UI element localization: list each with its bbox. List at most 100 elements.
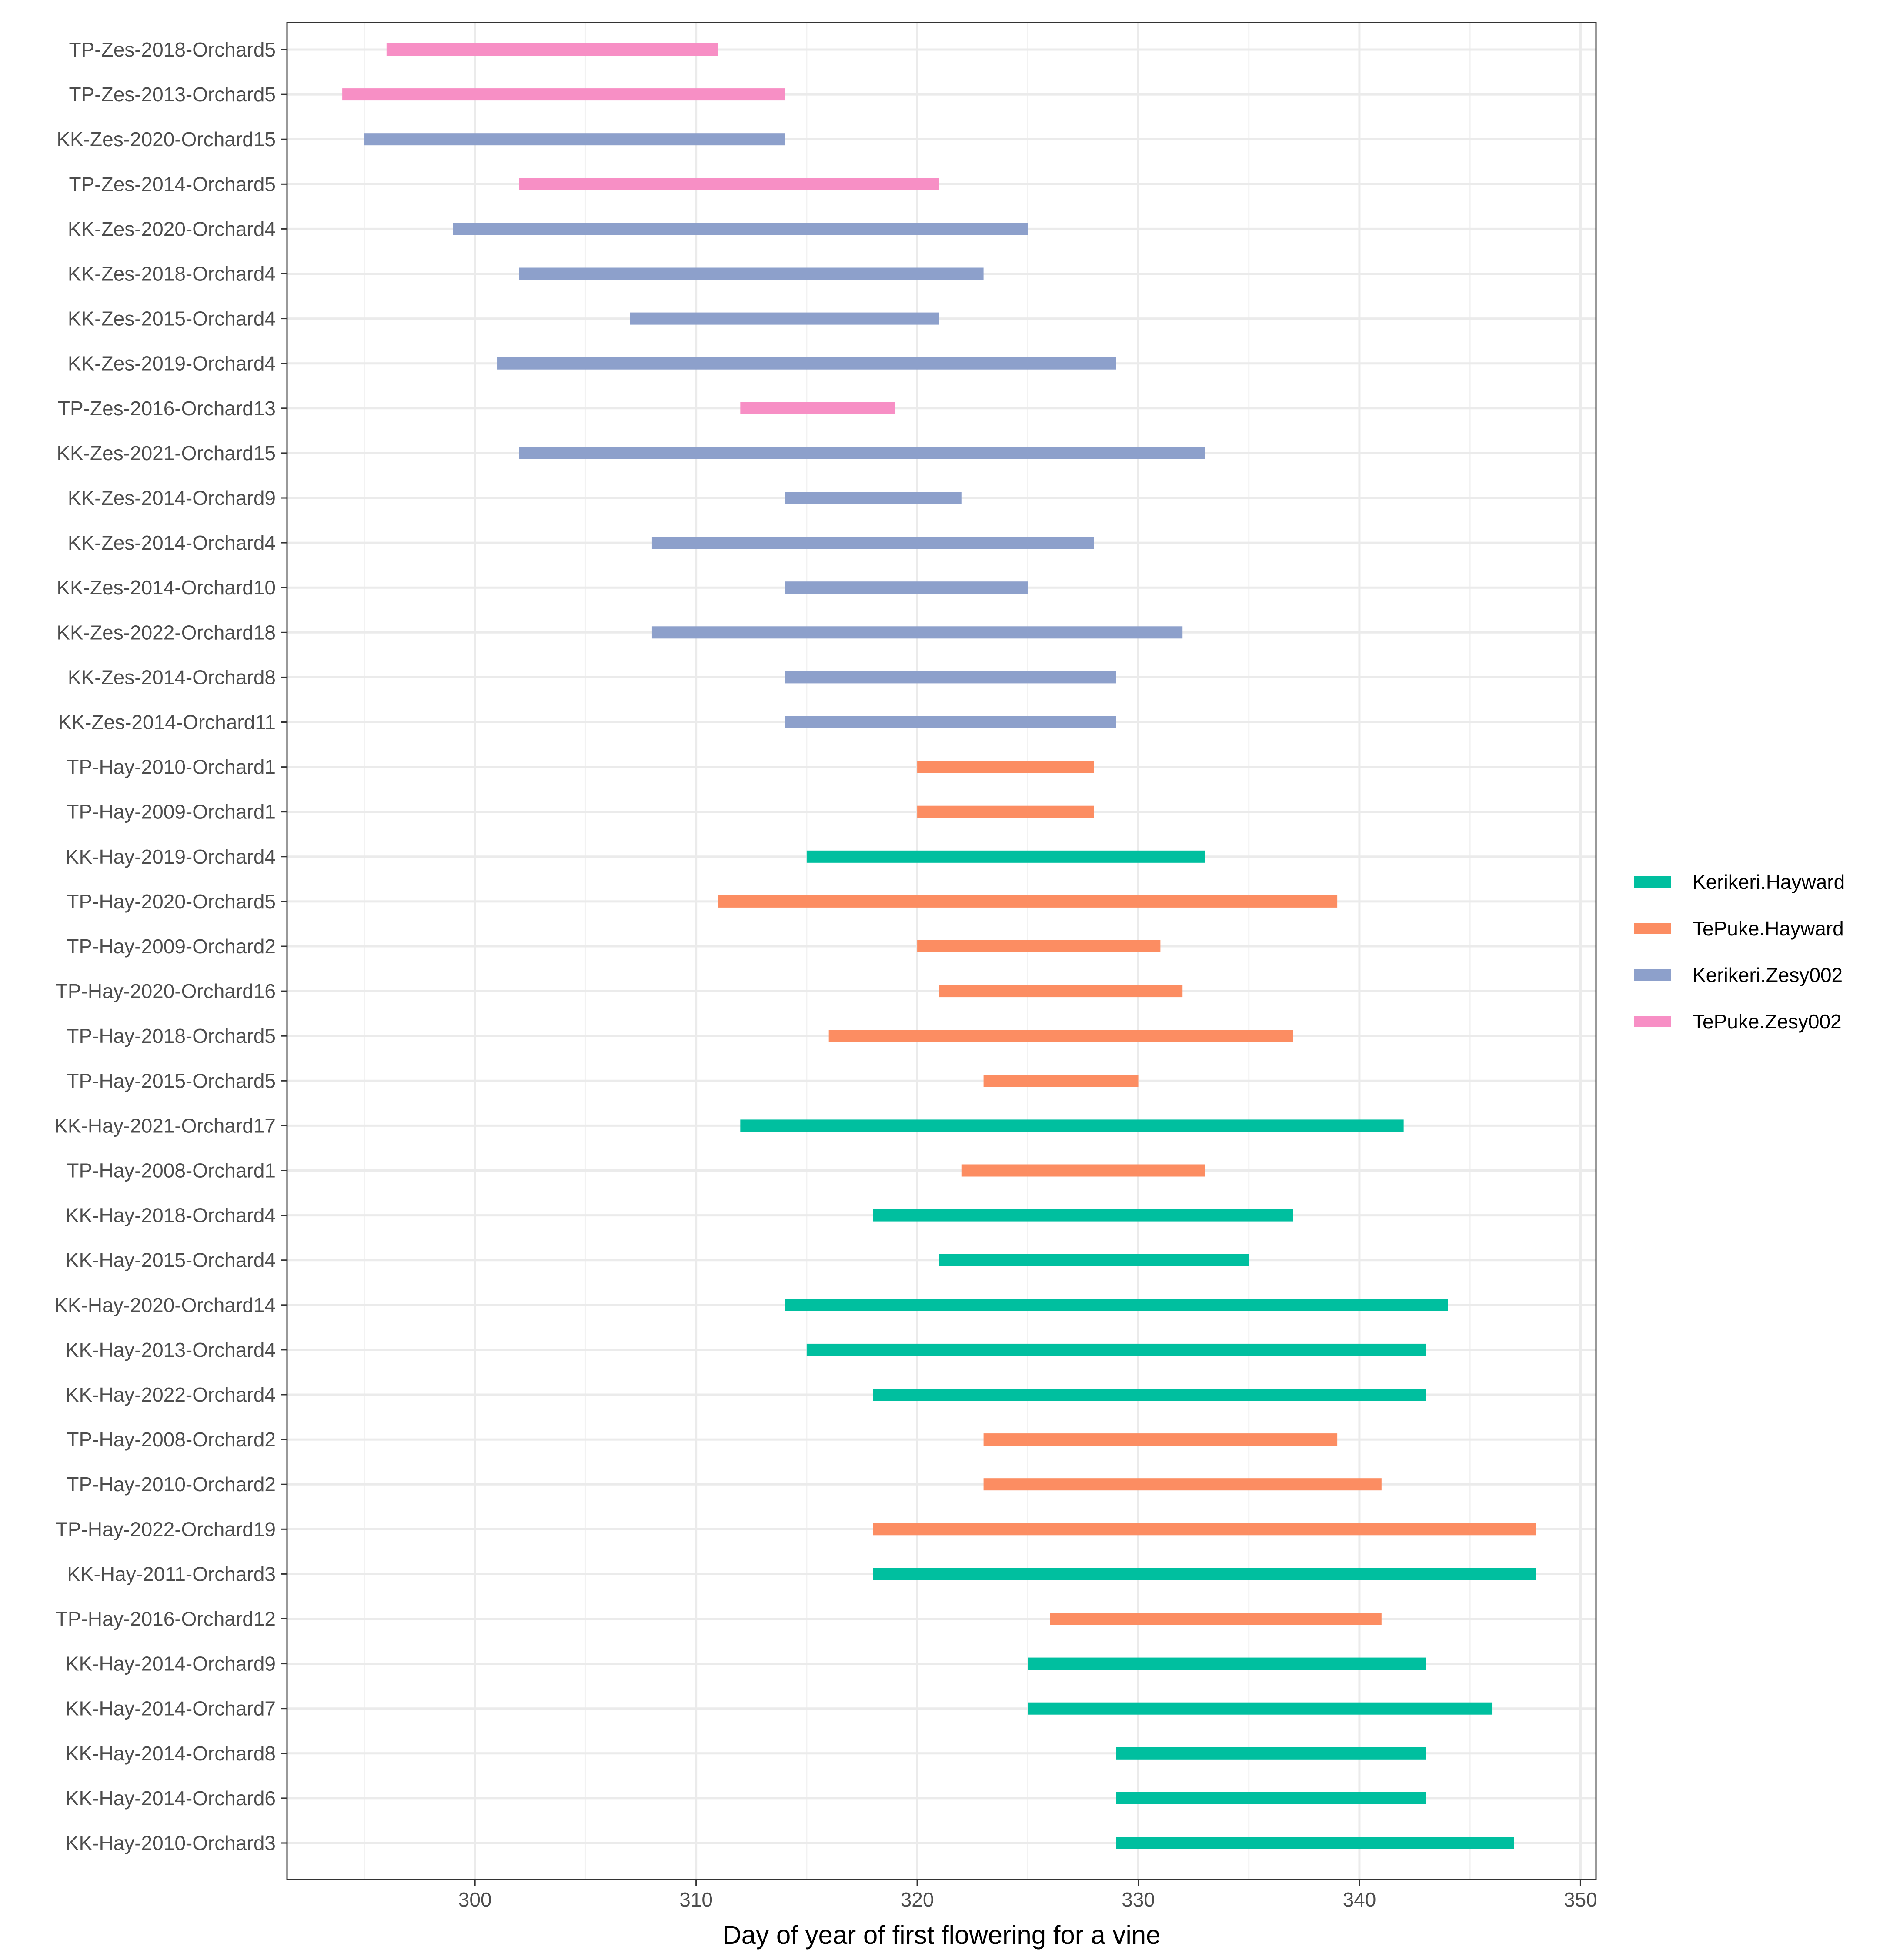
- legend-label: TePuke.Zesy002: [1693, 1010, 1842, 1033]
- y-tick-label: TP-Hay-2018-Orchard5: [67, 1025, 276, 1047]
- y-tick-label: KK-Zes-2015-Orchard4: [68, 307, 276, 330]
- range-bar: [983, 1433, 1338, 1446]
- panel-border: [286, 22, 1597, 1880]
- range-bar: [917, 940, 1161, 952]
- range-bar: [519, 178, 939, 190]
- y-tick-label: KK-Hay-2014-Orchard8: [66, 1742, 276, 1765]
- x-tick-label: 340: [1343, 1888, 1376, 1911]
- x-tick-label: 320: [901, 1888, 934, 1911]
- y-tick-label: KK-Zes-2014-Orchard9: [68, 487, 276, 509]
- range-bar: [519, 267, 984, 280]
- legend-label: Kerikeri.Hayward: [1693, 871, 1845, 893]
- range-bar: [873, 1568, 1536, 1580]
- x-axis: 300 310 320 330 340 350: [458, 1880, 1597, 1911]
- range-bar: [785, 1299, 1448, 1311]
- y-tick-label: KK-Hay-2019-Orchard4: [66, 845, 276, 868]
- legend-key: [1634, 923, 1671, 934]
- range-bar: [873, 1209, 1293, 1222]
- y-tick-label: KK-Zes-2022-Orchard18: [57, 621, 276, 644]
- legend-label: TePuke.Hayward: [1693, 917, 1844, 940]
- y-tick-label: TP-Zes-2014-Orchard5: [69, 173, 276, 195]
- y-tick-label: TP-Hay-2022-Orchard19: [56, 1518, 276, 1540]
- range-bar: [961, 1164, 1205, 1177]
- y-tick-label: KK-Hay-2018-Orchard4: [66, 1204, 276, 1227]
- range-bar: [983, 1478, 1382, 1491]
- y-tick-label: TP-Zes-2018-Orchard5: [69, 38, 276, 61]
- y-tick-label: KK-Zes-2018-Orchard4: [68, 263, 276, 285]
- y-tick-label: KK-Hay-2011-Orchard3: [67, 1563, 276, 1585]
- y-tick-label: TP-Zes-2013-Orchard5: [69, 83, 276, 106]
- range-bar: [519, 447, 1205, 459]
- range-bar: [939, 1254, 1249, 1266]
- y-tick-label: KK-Hay-2021-Orchard17: [54, 1114, 276, 1137]
- x-tick-label: 310: [679, 1888, 713, 1911]
- y-tick-label: KK-Zes-2014-Orchard10: [57, 576, 276, 599]
- range-bar: [630, 312, 939, 325]
- range-bar: [983, 1075, 1139, 1087]
- y-tick-label: KK-Hay-2020-Orchard14: [54, 1294, 276, 1316]
- y-tick-label: KK-Zes-2014-Orchard4: [68, 531, 276, 554]
- y-tick-label: TP-Hay-2008-Orchard1: [67, 1159, 276, 1182]
- legend-label: Kerikeri.Zesy002: [1693, 964, 1843, 986]
- y-tick-label: KK-Zes-2014-Orchard11: [58, 711, 276, 734]
- y-tick-label: TP-Hay-2015-Orchard5: [67, 1069, 276, 1092]
- range-bar: [785, 671, 1116, 684]
- y-tick-label: TP-Hay-2010-Orchard1: [67, 756, 276, 778]
- range-bar: [1116, 1747, 1426, 1760]
- range-bar: [497, 357, 1116, 370]
- y-tick-label: KK-Hay-2022-Orchard4: [66, 1383, 276, 1406]
- range-bar: [785, 492, 962, 504]
- range-bar: [386, 43, 718, 56]
- range-bar: [785, 581, 1028, 594]
- legend: Kerikeri.Hayward TePuke.Hayward Kerikeri.Z…: [1634, 871, 1845, 1033]
- range-bar: [740, 1119, 1404, 1132]
- y-tick-label: KK-Zes-2020-Orchard4: [68, 217, 276, 240]
- legend-key: [1634, 1016, 1671, 1027]
- range-bar: [917, 805, 1094, 818]
- range-bar: [740, 402, 895, 414]
- y-tick-label: KK-Hay-2014-Orchard9: [66, 1653, 276, 1675]
- range-bar: [873, 1523, 1536, 1536]
- range-bar: [806, 1343, 1426, 1356]
- range-bar: [364, 133, 785, 146]
- range-bar: [806, 850, 1205, 863]
- y-tick-label: TP-Hay-2010-Orchard2: [67, 1473, 276, 1496]
- range-bars: [342, 43, 1536, 1849]
- y-tick-label: KK-Hay-2015-Orchard4: [66, 1249, 276, 1272]
- x-tick-label: 330: [1122, 1888, 1155, 1911]
- range-bar: [718, 895, 1338, 908]
- range-bar: [1116, 1837, 1514, 1849]
- y-tick-label: TP-Zes-2016-Orchard13: [58, 397, 276, 420]
- y-tick-label: KK-Zes-2021-Orchard15: [57, 442, 276, 464]
- y-tick-label: TP-Hay-2009-Orchard2: [67, 935, 276, 958]
- y-tick-label: KK-Hay-2014-Orchard7: [66, 1697, 276, 1720]
- range-bar: [828, 1030, 1293, 1042]
- x-axis-label: Day of year of first flowering for a vin…: [722, 1920, 1160, 1950]
- y-tick-label: KK-Zes-2019-Orchard4: [68, 352, 276, 375]
- y-axis: TP-Zes-2018-Orchard5 TP-Zes-2013-Orchard5…: [54, 38, 287, 1854]
- x-tick-label: 300: [458, 1888, 492, 1911]
- y-tick-label: TP-Hay-2020-Orchard16: [56, 980, 276, 1002]
- range-bar: [453, 223, 1028, 235]
- y-tick-label: TP-Hay-2020-Orchard5: [67, 890, 276, 913]
- range-bar: [1028, 1657, 1426, 1670]
- range-bar: [939, 985, 1183, 998]
- y-tick-label: TP-Hay-2016-Orchard12: [56, 1608, 276, 1630]
- range-bar: [873, 1389, 1426, 1401]
- y-tick-label: TP-Hay-2008-Orchard2: [67, 1428, 276, 1451]
- legend-key: [1634, 969, 1671, 981]
- y-tick-label: KK-Hay-2010-Orchard3: [66, 1832, 276, 1854]
- range-bar: [1116, 1792, 1426, 1804]
- y-tick-label: KK-Zes-2014-Orchard8: [68, 666, 276, 688]
- range-bar: [1050, 1613, 1382, 1625]
- x-tick-label: 350: [1564, 1888, 1597, 1911]
- range-bar: [651, 626, 1183, 639]
- y-tick-label: KK-Hay-2014-Orchard6: [66, 1787, 276, 1810]
- legend-key: [1634, 876, 1671, 888]
- range-bar: [651, 537, 1094, 549]
- y-tick-label: KK-Hay-2013-Orchard4: [66, 1339, 276, 1361]
- y-tick-label: KK-Zes-2020-Orchard15: [57, 128, 276, 150]
- range-bar: [917, 761, 1094, 773]
